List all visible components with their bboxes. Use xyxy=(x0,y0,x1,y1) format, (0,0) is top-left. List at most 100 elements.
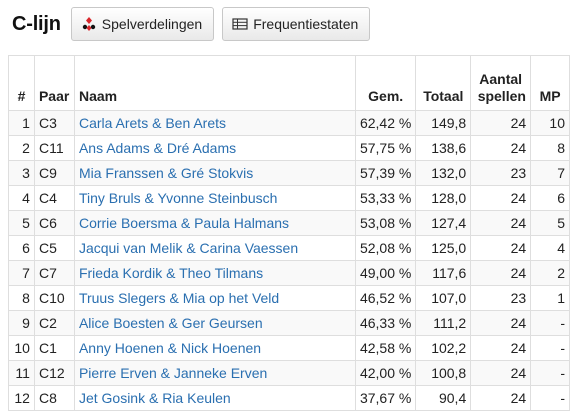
name-cell: Pierre Erven & Janneke Erven xyxy=(73,360,356,386)
col-header-name: Naam xyxy=(73,55,356,111)
col-header-avg: Gem. xyxy=(354,55,417,111)
pair-name-link[interactable]: Alice Boesten & Ger Geursen xyxy=(78,315,263,331)
pair-cell: C9 xyxy=(33,160,75,186)
rank-cell: 6 xyxy=(8,235,35,261)
mp-cell: 1 xyxy=(530,285,570,311)
rank-cell: 9 xyxy=(8,310,35,336)
pair-name-link[interactable]: Truus Slegers & Mia op het Veld xyxy=(78,290,280,306)
pair-name-link[interactable]: Pierre Erven & Janneke Erven xyxy=(78,365,268,381)
avg-cell: 46,33 % xyxy=(354,310,417,336)
total-cell: 132,0 xyxy=(415,160,472,186)
total-cell: 111,2 xyxy=(415,310,472,336)
name-cell: Jet Gosink & Ria Keulen xyxy=(73,385,356,411)
pair-name-link[interactable]: Ans Adams & Dré Adams xyxy=(78,140,237,156)
rank-cell: 7 xyxy=(8,260,35,286)
table-row: 9 C2 Alice Boesten & Ger Geursen 46,33 % 111… xyxy=(8,310,570,336)
table-row: 12 C8 Jet Gosink & Ria Keulen 37,67 % 90,4 24… xyxy=(8,385,570,411)
name-cell: Carla Arets & Ben Arets xyxy=(73,110,356,136)
pair-cell: C3 xyxy=(33,110,75,136)
table-row: 1 C3 Carla Arets & Ben Arets 62,42 % 149,8 24… xyxy=(8,110,570,136)
boards-cell: 24 xyxy=(470,185,532,211)
avg-cell: 37,67 % xyxy=(354,385,417,411)
table-row: 5 C6 Corrie Boersma & Paula Halmans 53,08 %… xyxy=(8,210,570,236)
mp-cell: 4 xyxy=(530,235,570,261)
spelverdelingen-label: Spelverdelingen xyxy=(101,16,203,32)
pair-name-link[interactable]: Tiny Bruls & Yvonne Steinbusch xyxy=(78,190,278,206)
avg-cell: 46,52 % xyxy=(354,285,417,311)
avg-cell: 42,58 % xyxy=(354,335,417,361)
col-header-rank: # xyxy=(8,55,35,111)
name-cell: Frieda Kordik & Theo Tilmans xyxy=(73,260,356,286)
name-cell: Mia Franssen & Gré Stokvis xyxy=(73,160,356,186)
mp-cell: - xyxy=(530,360,570,386)
table-row: 8 C10 Truus Slegers & Mia op het Veld 46,52… xyxy=(8,285,570,311)
col-header-pair: Paar xyxy=(33,55,75,111)
pair-cell: C7 xyxy=(33,260,75,286)
pair-name-link[interactable]: Jet Gosink & Ria Keulen xyxy=(78,390,231,406)
name-cell: Alice Boesten & Ger Geursen xyxy=(73,310,356,336)
frequentiestaten-button[interactable]: Frequentiestaten xyxy=(222,7,371,41)
pair-cell: C12 xyxy=(33,360,75,386)
avg-cell: 42,00 % xyxy=(354,360,417,386)
pair-cell: C2 xyxy=(33,310,75,336)
boards-cell: 24 xyxy=(470,210,532,236)
rank-cell: 10 xyxy=(8,335,35,361)
col-header-mp: MP xyxy=(530,55,570,111)
pair-name-link[interactable]: Anny Hoenen & Nick Hoenen xyxy=(78,340,262,356)
pair-cell: C5 xyxy=(33,235,75,261)
table-row: 2 C11 Ans Adams & Dré Adams 57,75 % 138,6 24 8 xyxy=(8,135,570,161)
table-row: 6 C5 Jacqui van Melik & Carina Vaessen 52,0… xyxy=(8,235,570,261)
avg-cell: 53,08 % xyxy=(354,210,417,236)
col-header-boards: Aantal spellen xyxy=(470,55,532,111)
pair-name-link[interactable]: Corrie Boersma & Paula Halmans xyxy=(78,215,290,231)
total-cell: 149,8 xyxy=(415,110,472,136)
avg-cell: 53,33 % xyxy=(354,185,417,211)
avg-cell: 49,00 % xyxy=(354,260,417,286)
pair-name-link[interactable]: Frieda Kordik & Theo Tilmans xyxy=(78,265,264,281)
name-cell: Corrie Boersma & Paula Halmans xyxy=(73,210,356,236)
boards-cell: 24 xyxy=(470,135,532,161)
total-cell: 100,8 xyxy=(415,360,472,386)
total-cell: 90,4 xyxy=(415,385,472,411)
avg-cell: 57,75 % xyxy=(354,135,417,161)
pair-cell: C11 xyxy=(33,135,75,161)
boards-cell: 24 xyxy=(470,260,532,286)
name-cell: Tiny Bruls & Yvonne Steinbusch xyxy=(73,185,356,211)
avg-cell: 62,42 % xyxy=(354,110,417,136)
rank-cell: 3 xyxy=(8,160,35,186)
table-row: 3 C9 Mia Franssen & Gré Stokvis 57,39 % 132,… xyxy=(8,160,570,186)
boards-cell: 24 xyxy=(470,110,532,136)
table-header-row: # Paar Naam Gem. Totaal Aantal spellen M… xyxy=(8,55,570,111)
name-cell: Jacqui van Melik & Carina Vaessen xyxy=(73,235,356,261)
pair-cell: C6 xyxy=(33,210,75,236)
total-cell: 125,0 xyxy=(415,235,472,261)
mp-cell: 10 xyxy=(530,110,570,136)
mp-cell: - xyxy=(530,310,570,336)
avg-cell: 52,08 % xyxy=(354,235,417,261)
total-cell: 128,0 xyxy=(415,185,472,211)
boards-cell: 24 xyxy=(470,235,532,261)
rank-cell: 4 xyxy=(8,185,35,211)
mp-cell: - xyxy=(530,385,570,411)
table-icon xyxy=(232,18,248,30)
mp-cell: 2 xyxy=(530,260,570,286)
rank-cell: 1 xyxy=(8,110,35,136)
page-title: C-lijn xyxy=(12,12,61,35)
spelverdelingen-button[interactable]: Spelverdelingen xyxy=(70,7,215,41)
boards-cell: 24 xyxy=(470,385,532,411)
mp-cell: 6 xyxy=(530,185,570,211)
pair-name-link[interactable]: Mia Franssen & Gré Stokvis xyxy=(78,165,254,181)
total-cell: 138,6 xyxy=(415,135,472,161)
pair-cell: C10 xyxy=(33,285,75,311)
boards-cell: 24 xyxy=(470,360,532,386)
rank-cell: 5 xyxy=(8,210,35,236)
table-row: 10 C1 Anny Hoenen & Nick Hoenen 42,58 % 102,… xyxy=(8,335,570,361)
mp-cell: 8 xyxy=(530,135,570,161)
pair-name-link[interactable]: Carla Arets & Ben Arets xyxy=(78,115,227,131)
boards-cell: 24 xyxy=(470,335,532,361)
col-header-boards-label: Aantal spellen xyxy=(477,71,526,104)
rank-cell: 8 xyxy=(8,285,35,311)
total-cell: 107,0 xyxy=(415,285,472,311)
mp-cell: 5 xyxy=(530,210,570,236)
pair-name-link[interactable]: Jacqui van Melik & Carina Vaessen xyxy=(78,240,299,256)
